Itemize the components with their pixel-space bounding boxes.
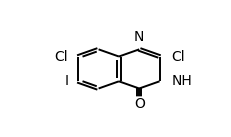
Text: NH: NH [170,74,191,88]
Text: Cl: Cl [54,50,67,64]
Text: N: N [134,30,144,44]
Text: Cl: Cl [170,50,184,64]
Text: I: I [64,74,68,88]
Text: O: O [133,97,144,112]
